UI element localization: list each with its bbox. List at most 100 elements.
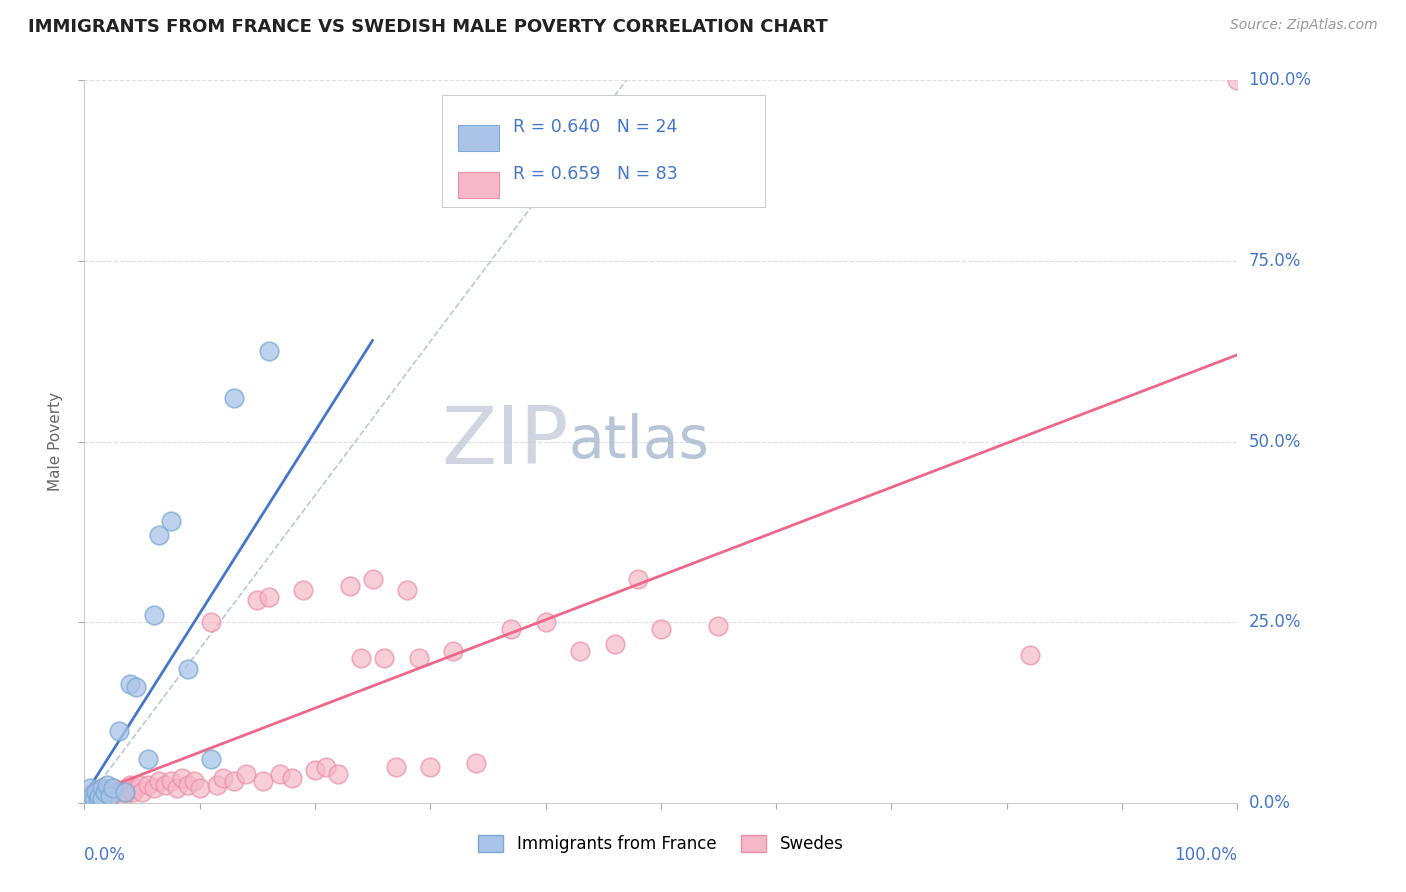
- Point: [1018, 648, 1040, 662]
- Point: [96, 787, 118, 801]
- FancyBboxPatch shape: [441, 95, 765, 207]
- Point: [257, 590, 280, 604]
- Point: [534, 615, 557, 630]
- Point: [160, 514, 183, 528]
- Point: [108, 723, 131, 738]
- Point: [82, 787, 104, 801]
- Point: [136, 752, 159, 766]
- Point: [465, 756, 488, 770]
- Point: [200, 752, 222, 766]
- FancyBboxPatch shape: [458, 172, 499, 198]
- Point: [103, 781, 124, 796]
- Point: [408, 651, 430, 665]
- Point: [84, 787, 107, 801]
- Point: [235, 767, 257, 781]
- Point: [83, 792, 105, 806]
- Point: [100, 790, 122, 805]
- Point: [441, 644, 464, 658]
- Point: [97, 789, 120, 803]
- Point: [224, 774, 246, 789]
- Text: ZIP: ZIP: [441, 402, 568, 481]
- Point: [419, 760, 441, 774]
- Point: [177, 662, 200, 676]
- Point: [89, 785, 111, 799]
- Point: [79, 781, 101, 796]
- Point: [142, 781, 165, 796]
- Point: [86, 790, 108, 805]
- Point: [160, 774, 183, 789]
- Point: [108, 787, 131, 801]
- Point: [1226, 73, 1249, 87]
- Point: [246, 593, 269, 607]
- Point: [112, 789, 135, 803]
- Text: 0.0%: 0.0%: [84, 847, 127, 864]
- Point: [117, 781, 139, 796]
- Y-axis label: Male Poverty: Male Poverty: [48, 392, 63, 491]
- Point: [211, 771, 233, 785]
- Point: [83, 785, 105, 799]
- Point: [257, 344, 280, 359]
- Point: [148, 528, 170, 542]
- Text: IMMIGRANTS FROM FRANCE VS SWEDISH MALE POVERTY CORRELATION CHART: IMMIGRANTS FROM FRANCE VS SWEDISH MALE P…: [28, 18, 828, 36]
- Point: [205, 778, 228, 792]
- Point: [499, 623, 522, 637]
- Point: [128, 778, 150, 792]
- Point: [136, 778, 159, 792]
- Point: [96, 778, 118, 792]
- Point: [339, 579, 361, 593]
- Point: [91, 792, 114, 806]
- Point: [89, 790, 111, 805]
- Point: [120, 676, 142, 690]
- Point: [603, 637, 626, 651]
- Point: [83, 790, 105, 805]
- Point: [183, 774, 205, 789]
- Point: [110, 782, 132, 797]
- Text: 100.0%: 100.0%: [1174, 847, 1237, 864]
- Point: [361, 572, 384, 586]
- Point: [142, 607, 165, 622]
- Point: [224, 391, 246, 405]
- Text: R = 0.659   N = 83: R = 0.659 N = 83: [513, 165, 678, 183]
- Point: [84, 792, 107, 806]
- Point: [125, 680, 148, 694]
- Point: [87, 789, 110, 803]
- Point: [326, 767, 349, 781]
- Text: 75.0%: 75.0%: [1249, 252, 1301, 270]
- Point: [86, 782, 108, 797]
- Point: [90, 792, 112, 806]
- Point: [281, 771, 304, 785]
- Point: [200, 615, 222, 630]
- Point: [569, 644, 592, 658]
- Point: [98, 785, 121, 799]
- Text: 100.0%: 100.0%: [1249, 71, 1312, 89]
- Point: [82, 792, 104, 806]
- Legend: Immigrants from France, Swedes: Immigrants from France, Swedes: [471, 828, 851, 860]
- Point: [373, 651, 395, 665]
- Point: [82, 789, 104, 803]
- Point: [188, 781, 211, 796]
- Point: [89, 789, 111, 803]
- Point: [103, 781, 124, 796]
- Point: [114, 785, 136, 799]
- Point: [153, 778, 176, 792]
- Point: [105, 785, 128, 799]
- Point: [93, 785, 115, 799]
- FancyBboxPatch shape: [458, 125, 499, 151]
- Point: [77, 792, 100, 806]
- Point: [90, 781, 112, 796]
- Point: [121, 785, 143, 799]
- Point: [79, 790, 101, 805]
- Point: [350, 651, 373, 665]
- Point: [252, 774, 274, 789]
- Point: [94, 785, 117, 799]
- Text: Source: ZipAtlas.com: Source: ZipAtlas.com: [1230, 18, 1378, 32]
- Point: [269, 767, 291, 781]
- Point: [396, 582, 419, 597]
- Point: [172, 771, 194, 785]
- Text: 50.0%: 50.0%: [1249, 433, 1301, 450]
- Point: [84, 785, 107, 799]
- Point: [707, 619, 730, 633]
- Point: [103, 789, 125, 803]
- Point: [304, 764, 326, 778]
- Point: [177, 778, 200, 792]
